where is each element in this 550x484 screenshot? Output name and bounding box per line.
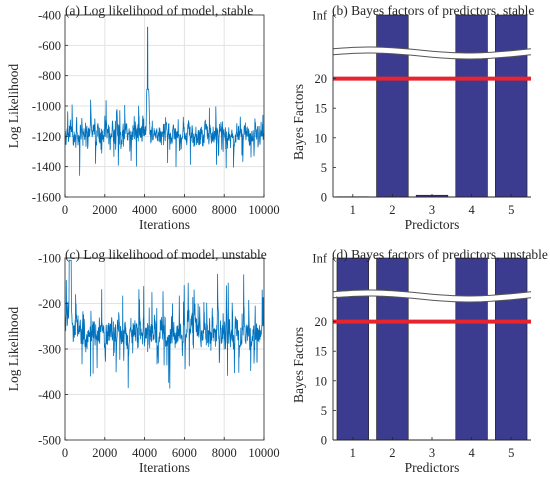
tick-label-x: 4000 [132, 446, 157, 460]
tick-label-y: 5 [321, 404, 327, 418]
panel-b: 1 2 3 4 5 0 5 10 15 20 Inf (b) Bayes factors of pre… [291, 3, 534, 232]
tick-label-x: 3 [429, 446, 435, 460]
tick-label-y: 0 [321, 434, 327, 448]
tick-label-x: 3 [429, 203, 435, 217]
tick-label-y: -100 [38, 252, 61, 266]
axis-break-line [332, 295, 532, 303]
series-line [64, 259, 265, 389]
tick-label-y: -1200 [32, 130, 61, 144]
bar-predictor-1 [336, 257, 369, 441]
tick-label-y: -800 [38, 69, 61, 83]
tick-label-x: 10000 [248, 203, 279, 217]
tick-label-y: 0 [321, 191, 327, 205]
tick-label-x: 4000 [132, 203, 157, 217]
axis-break-band [333, 290, 531, 302]
bar-predictor-2 [376, 14, 409, 198]
tick-label-y: -1400 [32, 160, 61, 174]
tick-label-x: 1 [350, 203, 356, 217]
panel-c: 0 2000 4000 6000 8000 10000 -500 -400 -300 -200 -1… [6, 247, 280, 475]
tick-label-y: 20 [315, 315, 328, 329]
tick-label-x: 4 [468, 203, 475, 217]
tick-label-y: -600 [38, 39, 61, 53]
chart-title: (c) Log likelihood of model, unstable [65, 247, 267, 262]
bar-predictor-2 [376, 257, 409, 441]
tick-label-x: 0 [62, 203, 68, 217]
x-axis-label: Iterations [139, 460, 190, 475]
axis-break-line [332, 289, 532, 297]
tick-label-x: 2 [389, 446, 395, 460]
tick-label-y: Inf [312, 252, 327, 266]
panel-a: 0 2000 4000 6000 8000 10000 -1600 -1400 -1200 -10… [6, 3, 280, 232]
tick-label-x: 0 [62, 446, 68, 460]
tick-label-x: 2000 [92, 446, 117, 460]
bar-predictor-5 [495, 257, 528, 441]
tick-label-y: -1000 [32, 100, 61, 114]
tick-label-y: -300 [38, 343, 61, 357]
tick-label-y: -400 [38, 9, 61, 23]
tick-label-x: 6000 [172, 203, 197, 217]
tick-label-x: 4 [468, 446, 475, 460]
y-axis-label: Bayes Factors [291, 327, 306, 403]
tick-label-y: -1600 [32, 191, 61, 205]
tick-label-y: -200 [38, 297, 61, 311]
bar-predictor-4 [455, 14, 488, 198]
tick-label-y: -500 [38, 434, 61, 448]
series-line [64, 26, 265, 176]
tick-label-y: -400 [38, 388, 61, 402]
tick-label-y: Inf [312, 9, 327, 23]
panel-d: 1 2 3 4 5 0 5 10 15 20 Inf (d) Bayes factors of pre… [291, 247, 548, 475]
tick-label-x: 6000 [172, 446, 197, 460]
tick-label-y: 15 [315, 345, 328, 359]
tick-label-y: 10 [315, 131, 328, 145]
y-axis-label: Log Likelihood [6, 64, 21, 149]
axis-break-line [332, 52, 532, 60]
tick-label-x: 10000 [248, 446, 279, 460]
axis-break-line [332, 46, 532, 54]
x-axis-label: Predictors [405, 217, 460, 232]
tick-label-x: 8000 [212, 446, 237, 460]
y-axis-label: Bayes Factors [291, 84, 306, 160]
tick-label-y: 15 [315, 102, 328, 116]
tick-label-x: 5 [508, 446, 514, 460]
x-axis-label: Predictors [405, 460, 460, 475]
tick-label-x: 1 [350, 446, 356, 460]
y-axis-label: Log Likelihood [6, 307, 21, 392]
x-axis-label: Iterations [139, 217, 190, 232]
chart-title: (b) Bayes factors of predictors, stable [332, 3, 534, 18]
bar-predictor-4 [455, 257, 488, 441]
tick-label-x: 8000 [212, 203, 237, 217]
chart-title: (a) Log likelihood of model, stable [65, 3, 253, 18]
tick-label-x: 2000 [92, 203, 117, 217]
tick-label-y: 5 [321, 161, 327, 175]
tick-label-y: 10 [315, 374, 328, 388]
bar-predictor-5 [495, 14, 528, 198]
axis-break-band [333, 47, 531, 59]
tick-label-y: 20 [315, 72, 328, 86]
chart-title: (d) Bayes factors of predictors, unstabl… [332, 247, 548, 262]
tick-label-x: 2 [389, 203, 395, 217]
tick-label-x: 5 [508, 203, 514, 217]
